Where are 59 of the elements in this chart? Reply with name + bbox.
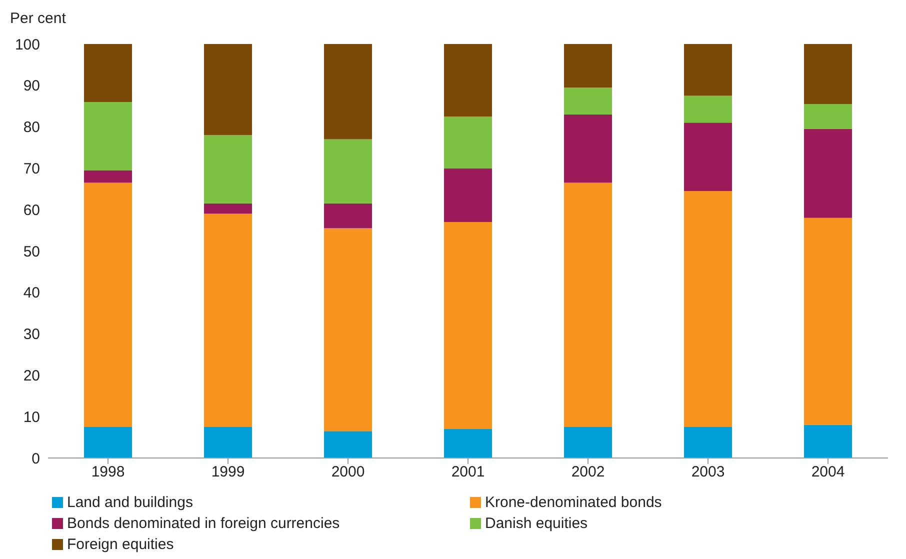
- legend-label: Danish equities: [485, 515, 588, 532]
- bar: [684, 96, 732, 123]
- y-tick-label: 70: [23, 160, 40, 178]
- y-tick-label: 30: [23, 326, 40, 344]
- bar: [804, 104, 852, 129]
- bar: [564, 44, 612, 88]
- bar: [84, 102, 132, 170]
- legend-label: Land and buildings: [67, 494, 193, 511]
- x-tick-label: 2002: [571, 464, 605, 481]
- bar: [204, 44, 252, 136]
- bar: [84, 182, 132, 427]
- bar: [204, 203, 252, 214]
- bar: [564, 182, 612, 427]
- y-tick-label: 90: [23, 78, 40, 95]
- bar: [324, 203, 372, 228]
- y-axis-title: Per cent: [10, 10, 66, 27]
- bar: [684, 122, 732, 191]
- bar: [324, 431, 372, 458]
- x-tick-label: 2003: [691, 464, 725, 481]
- y-tick-label: 20: [23, 368, 40, 385]
- y-tick-label: 60: [23, 202, 40, 219]
- x-tick-label: 2000: [331, 464, 365, 481]
- bar: [804, 44, 852, 104]
- bar: [444, 116, 492, 168]
- y-tick-label: 40: [23, 284, 40, 302]
- bar: [84, 44, 132, 102]
- y-tick-label: 50: [23, 243, 40, 260]
- x-tick-label: 1998: [91, 464, 125, 481]
- bar: [444, 429, 492, 458]
- legend-label: Bonds denominated in foreign currencies: [67, 515, 340, 532]
- bar: [84, 426, 132, 458]
- bar: [324, 228, 372, 432]
- bar: [564, 114, 612, 183]
- bar: [564, 426, 612, 458]
- x-tick-label: 2004: [811, 464, 845, 481]
- bar: [684, 190, 732, 427]
- bar: [564, 87, 612, 114]
- bar: [444, 222, 492, 430]
- bar: [84, 170, 132, 183]
- bar: [444, 168, 492, 222]
- bar: [804, 128, 852, 218]
- bar: [324, 44, 372, 140]
- bar: [804, 424, 852, 458]
- y-tick-label: 0: [32, 450, 40, 468]
- bar: [684, 44, 732, 96]
- bar: [204, 214, 252, 427]
- bar: [804, 218, 852, 425]
- legend-label: Krone-denominated bonds: [485, 494, 662, 511]
- bar: [204, 426, 252, 458]
- y-tick-label: 100: [14, 36, 40, 54]
- bar: [324, 139, 372, 204]
- bar: [444, 44, 492, 116]
- bar: [204, 135, 252, 204]
- legend-label: Foreign equities: [67, 536, 174, 553]
- y-tick-label: 10: [23, 408, 40, 426]
- y-tick-label: 80: [23, 119, 40, 136]
- x-tick-label: 2001: [451, 464, 485, 481]
- x-tick-label: 1999: [211, 464, 245, 481]
- bar: [684, 426, 732, 458]
